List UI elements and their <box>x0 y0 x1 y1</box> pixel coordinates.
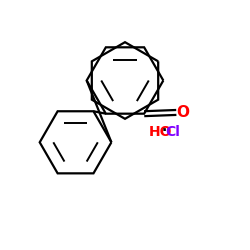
Text: HO: HO <box>149 125 172 139</box>
Text: Cl: Cl <box>165 125 180 139</box>
Text: ·: · <box>162 124 167 138</box>
Text: O: O <box>177 105 190 120</box>
